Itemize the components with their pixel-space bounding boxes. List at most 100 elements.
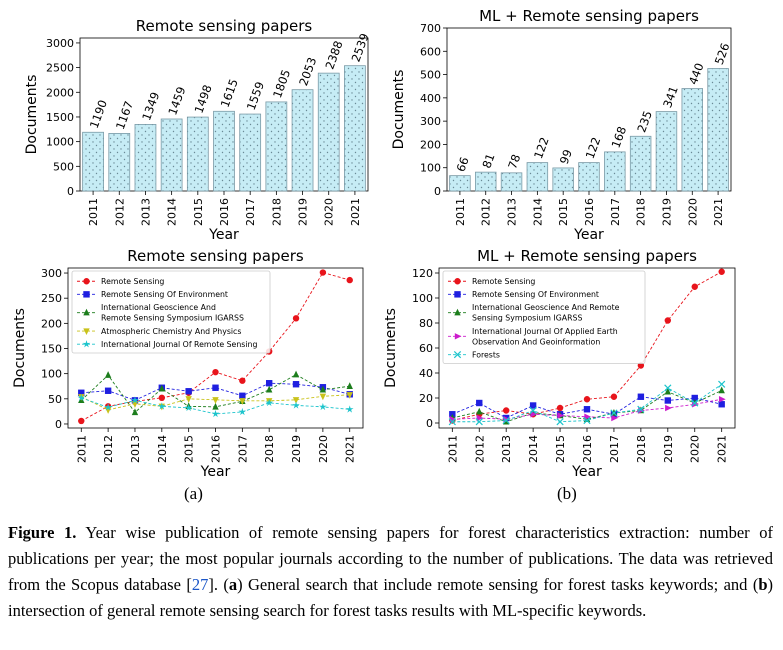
legend-entry-line: Remote Sensing: [472, 277, 535, 286]
data-point: [637, 405, 645, 413]
data-point: [239, 392, 246, 399]
data-point: [502, 407, 510, 414]
x-tick-label: 2019: [297, 198, 310, 226]
x-tick-label: 2015: [557, 198, 570, 226]
y-tick-label: 50: [48, 393, 62, 406]
bar: [552, 167, 574, 192]
x-tick-label: 2019: [660, 198, 673, 226]
x-tick-label: 2017: [236, 435, 249, 463]
x-axis-label: Year: [573, 227, 604, 243]
series-line: [81, 397, 350, 415]
data-point: [529, 406, 537, 415]
data-point: [610, 409, 618, 417]
x-tick-label: 2012: [480, 198, 493, 226]
data-point: [78, 417, 85, 425]
y-tick-label: 80: [419, 317, 433, 330]
bar-data-label: 2388: [322, 39, 345, 71]
x-tick-label: 2014: [166, 198, 179, 226]
data-point: [691, 399, 699, 407]
bar-chart-b: 0 100 200 300 400 500 600 700 ML + Remote sensin…: [391, 7, 732, 243]
legend-entry-line: International Journal Of Remote Sensing: [101, 340, 257, 349]
bar-data-label: 1805: [270, 68, 293, 100]
x-tick-label: 2016: [581, 435, 594, 463]
data-point: [346, 382, 353, 389]
caption-citation[interactable]: 27: [191, 575, 209, 594]
bar-data-label: 81: [479, 152, 497, 171]
x-tick-label: 2014: [156, 435, 169, 463]
bar: [707, 68, 729, 192]
x-tick-label: 2013: [139, 198, 152, 226]
x-axis-label: Year: [208, 227, 239, 243]
y-tick-label: 0: [426, 417, 433, 430]
data-point: [557, 412, 565, 419]
x-tick-label: 2012: [102, 435, 115, 463]
legend-entry-line: Sensing Symposium IGARSS: [472, 314, 582, 323]
data-point: [346, 276, 353, 284]
x-tick-label: 2019: [662, 435, 675, 463]
data-point: [346, 392, 353, 399]
bar-data-label: 99: [557, 147, 575, 166]
chart-title: ML + Remote sensing papers: [479, 7, 699, 25]
data-point: [265, 385, 273, 393]
data-point: [454, 291, 461, 298]
legend-entry: Remote Sensing: [101, 277, 164, 286]
y-tick-label: 0: [434, 185, 441, 198]
data-point: [158, 384, 166, 392]
data-point: [453, 351, 462, 359]
legend-box: [442, 270, 646, 364]
bar: [500, 172, 523, 192]
data-point: [83, 308, 90, 316]
bar-data-label: 235: [634, 109, 655, 134]
caption-text-4: ) intersection of general remote sensing…: [8, 575, 773, 620]
data-point: [664, 387, 672, 395]
y-axis-label: Documents: [391, 70, 407, 150]
data-point: [691, 283, 698, 290]
y-axis-label: Documents: [12, 308, 28, 388]
bar-data-label: 341: [660, 84, 681, 109]
bar: [317, 72, 340, 192]
bar-data-label: 78: [505, 152, 523, 171]
data-point: [131, 396, 139, 404]
x-tick-label: 2015: [192, 198, 205, 226]
x-tick-label: 2017: [608, 435, 621, 463]
legend-entry-line: Remote Sensing Of Environment: [472, 290, 599, 299]
bar-data-label: 1459: [165, 85, 188, 117]
bar: [213, 110, 235, 192]
x-tick-label: 2018: [635, 198, 648, 226]
data-point: [529, 402, 537, 409]
data-point: [611, 414, 618, 422]
data-point: [212, 384, 219, 391]
legend-entry: Remote Sensing: [472, 277, 535, 286]
data-point: [718, 396, 726, 403]
data-point: [454, 308, 461, 316]
data-point: [319, 385, 327, 393]
line-chart-a: 0 50 100 150 200 250 300 Remote sensing papers D…: [12, 247, 364, 480]
bar: [186, 116, 209, 192]
x-tick-label: 2019: [290, 435, 303, 463]
panel-label-a: (a): [184, 484, 203, 503]
legend-entry: Forests: [472, 350, 500, 359]
data-point: [265, 398, 273, 407]
y-tick-label: 200: [41, 317, 62, 330]
data-point: [691, 394, 698, 402]
data-point: [583, 396, 591, 403]
y-tick-label: 400: [420, 92, 441, 105]
data-point: [184, 403, 193, 412]
x-axis-label: Year: [200, 464, 231, 480]
legend-box: [71, 270, 271, 354]
data-point: [319, 393, 327, 401]
bar-chart-a: 0 500 1000 1500 2000 2500 3000 Remote sensing p…: [24, 17, 372, 243]
y-tick-label: 200: [420, 138, 441, 151]
bar: [344, 65, 366, 192]
data-point: [239, 377, 246, 384]
y-tick-label: 700: [420, 22, 441, 35]
y-axis-label: Documents: [383, 308, 399, 388]
legend-entry-line: Remote Sensing Of Environment: [101, 290, 228, 299]
bar: [108, 133, 131, 192]
data-point: [83, 328, 90, 336]
bar: [449, 175, 471, 192]
bar: [239, 113, 262, 192]
bar-data-label: 1167: [113, 99, 136, 131]
series: [448, 380, 726, 426]
data-point: [584, 413, 591, 420]
